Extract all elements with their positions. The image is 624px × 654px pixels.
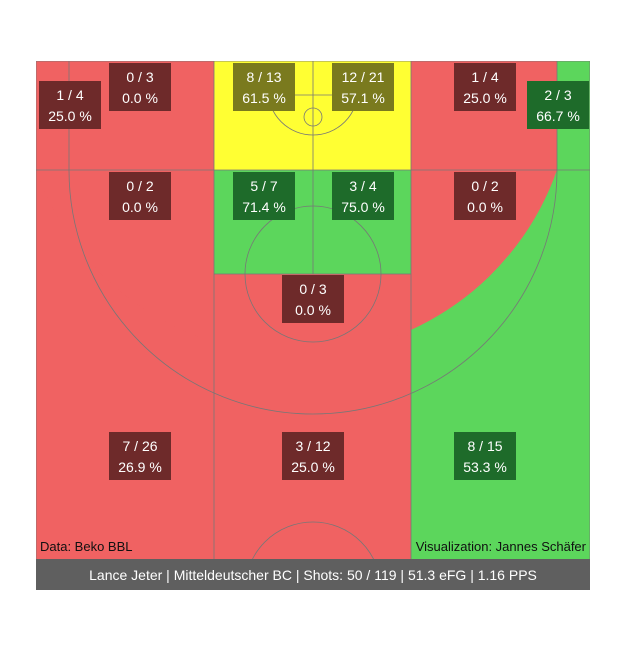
- zone-label-box: [233, 172, 295, 220]
- zone-makes-attempts: 3 / 12: [295, 438, 330, 454]
- hoop: [303, 107, 323, 127]
- zone-label-box: [527, 81, 589, 129]
- zone-percentage: 0.0 %: [122, 199, 158, 215]
- zone-makes-attempts: 1 / 4: [56, 87, 83, 103]
- zone-label-paint-left: 5 / 7 71.4 %: [233, 172, 295, 220]
- zone-label-box: [109, 172, 171, 220]
- zone-percentage: 25.0 %: [291, 459, 335, 475]
- zone-percentage: 75.0 %: [341, 199, 385, 215]
- zone-label-right-corner-three: 2 / 3 66.7 %: [527, 81, 589, 129]
- zone-label-paint-right: 3 / 4 75.0 %: [332, 172, 394, 220]
- zone-percentage: 0.0 %: [122, 90, 158, 106]
- zone-makes-attempts: 2 / 3: [544, 87, 571, 103]
- zone-percentage: 0.0 %: [295, 302, 331, 318]
- zone-label-right-baseline-midrange: 1 / 4 25.0 %: [454, 63, 516, 111]
- zone-label-restricted-left: 8 / 13 61.5 %: [233, 63, 295, 111]
- zone-label-box: [39, 81, 101, 129]
- zone-label-box: [332, 63, 394, 111]
- zone-makes-attempts: 8 / 13: [246, 69, 281, 85]
- three-point-arc: [68, 169, 558, 415]
- zone-label-left-wing-three: 7 / 26 26.9 %: [109, 432, 171, 480]
- zone-label-box: [282, 275, 344, 323]
- footer-summary: Lance Jeter | Mitteldeutscher BC | Shots…: [89, 567, 537, 583]
- zone-makes-attempts: 0 / 3: [126, 69, 153, 85]
- center-circle: [244, 521, 382, 590]
- zone-percentage: 61.5 %: [242, 90, 286, 106]
- zone-percentage: 57.1 %: [341, 90, 385, 106]
- zone-label-left-baseline-midrange: 0 / 3 0.0 %: [109, 63, 171, 111]
- zone-label-box: [282, 432, 344, 480]
- author-credit: Visualization: Jannes Schäfer: [416, 539, 587, 554]
- zone-percentage: 66.7 %: [536, 108, 580, 124]
- zone-label-box: [233, 63, 295, 111]
- zone-makes-attempts: 12 / 21: [342, 69, 385, 85]
- zone-label-right-wing-three: 8 / 15 53.3 %: [454, 432, 516, 480]
- zone-makes-attempts: 8 / 15: [467, 438, 502, 454]
- zone-makes-attempts: 0 / 3: [299, 281, 326, 297]
- zone-label-right-wing-midrange: 0 / 2 0.0 %: [454, 172, 516, 220]
- zone-percentage: 26.9 %: [118, 459, 162, 475]
- zone-label-box: [454, 172, 516, 220]
- zone-label-left-corner-three: 1 / 4 25.0 %: [39, 81, 101, 129]
- source-credit: Data: Beko BBL: [40, 539, 133, 554]
- zone-label-box: [109, 432, 171, 480]
- zone-label-box: [109, 63, 171, 111]
- zone-label-box: [332, 172, 394, 220]
- court-lines: [36, 61, 590, 590]
- zone-makes-attempts: 3 / 4: [349, 178, 376, 194]
- zone-makes-attempts: 0 / 2: [126, 178, 153, 194]
- zone-percentage: 0.0 %: [467, 199, 503, 215]
- zone-percentage: 71.4 %: [242, 199, 286, 215]
- zone-percentage: 25.0 %: [48, 108, 92, 124]
- zone-makes-attempts: 0 / 2: [471, 178, 498, 194]
- zone-label-box: [454, 432, 516, 480]
- zone-labels: 1 / 4 25.0 % 0 / 3 0.0 % 8 / 13 61.5 % 12 / 21…: [39, 63, 589, 480]
- zone-label-top-three: 3 / 12 25.0 %: [282, 432, 344, 480]
- zone-makes-attempts: 1 / 4: [471, 69, 498, 85]
- zone-label-top-key-midrange: 0 / 3 0.0 %: [282, 275, 344, 323]
- zone-label-left-wing-midrange: 0 / 2 0.0 %: [109, 172, 171, 220]
- zone-makes-attempts: 5 / 7: [250, 178, 277, 194]
- footer-bar: [36, 559, 590, 590]
- zone-label-box: [454, 63, 516, 111]
- zone-label-restricted-right: 12 / 21 57.1 %: [332, 63, 394, 111]
- zone-percentage: 25.0 %: [463, 90, 507, 106]
- zone-makes-attempts: 7 / 26: [122, 438, 157, 454]
- zone-percentage: 53.3 %: [463, 459, 507, 475]
- free-throw-circle: [244, 205, 382, 343]
